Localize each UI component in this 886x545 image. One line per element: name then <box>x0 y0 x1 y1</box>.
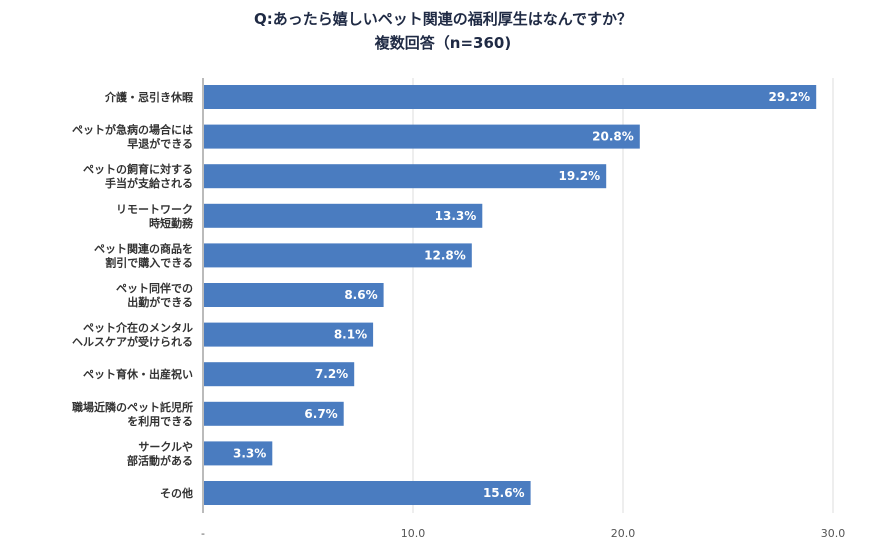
bar <box>204 322 374 347</box>
category-label: 早退ができる <box>127 137 193 151</box>
category-label: 職場近隣のペット託児所 <box>72 400 193 414</box>
category-label: 時短勤務 <box>149 216 194 230</box>
value-label: 13.3% <box>435 209 477 223</box>
value-label: 7.2% <box>315 367 348 381</box>
category-label: ペットの飼育に対する <box>83 162 193 176</box>
category-label: を利用できる <box>127 414 193 428</box>
category-label: リモートワーク <box>116 203 193 216</box>
value-label: 8.1% <box>334 328 367 342</box>
category-label: 手当が支給される <box>105 176 193 190</box>
category-label: ペット同伴での <box>116 281 193 295</box>
category-label: ヘルスケアが受けられる <box>72 335 193 349</box>
bar <box>204 243 472 268</box>
chart-subtitle: 複数回答（n=360) <box>374 34 512 52</box>
category-label: ペット育休・出産祝い <box>83 367 193 381</box>
bar <box>204 441 273 466</box>
value-label: 8.6% <box>344 288 377 302</box>
value-label: 15.6% <box>483 486 525 500</box>
category-label: ペット関連の商品を <box>94 241 193 255</box>
value-label: 20.8% <box>592 130 634 144</box>
bar <box>204 362 355 387</box>
category-label: 介護・忌引き休暇 <box>104 90 193 104</box>
x-tick-label: 30.0 <box>821 527 846 540</box>
x-tick-label: - <box>201 527 205 540</box>
category-label: その他 <box>160 486 193 500</box>
bar <box>204 124 640 149</box>
value-label: 12.8% <box>424 248 466 262</box>
x-tick-label: 20.0 <box>611 527 636 540</box>
category-label: 部活動がある <box>127 453 193 467</box>
value-label: 19.2% <box>559 169 601 183</box>
value-label: 3.3% <box>233 446 266 460</box>
bar <box>204 164 607 189</box>
bar <box>204 481 531 505</box>
category-label: 割引で購入できる <box>105 255 193 269</box>
chart-title: Q:あったら嬉しいペット関連の福利厚生はなんですか？ <box>253 10 632 28</box>
category-label: サークルや <box>138 440 193 453</box>
bar <box>204 203 483 228</box>
category-label: 出勤ができる <box>127 295 193 309</box>
category-label: ペット介在のメンタル <box>83 321 193 335</box>
value-label: 6.7% <box>304 407 337 421</box>
bar <box>204 401 344 426</box>
bar <box>204 283 384 307</box>
bar <box>204 85 817 109</box>
category-label: ペットが急病の場合には <box>72 123 193 137</box>
x-tick-label: 10.0 <box>401 527 426 540</box>
value-label: 29.2% <box>769 90 811 104</box>
